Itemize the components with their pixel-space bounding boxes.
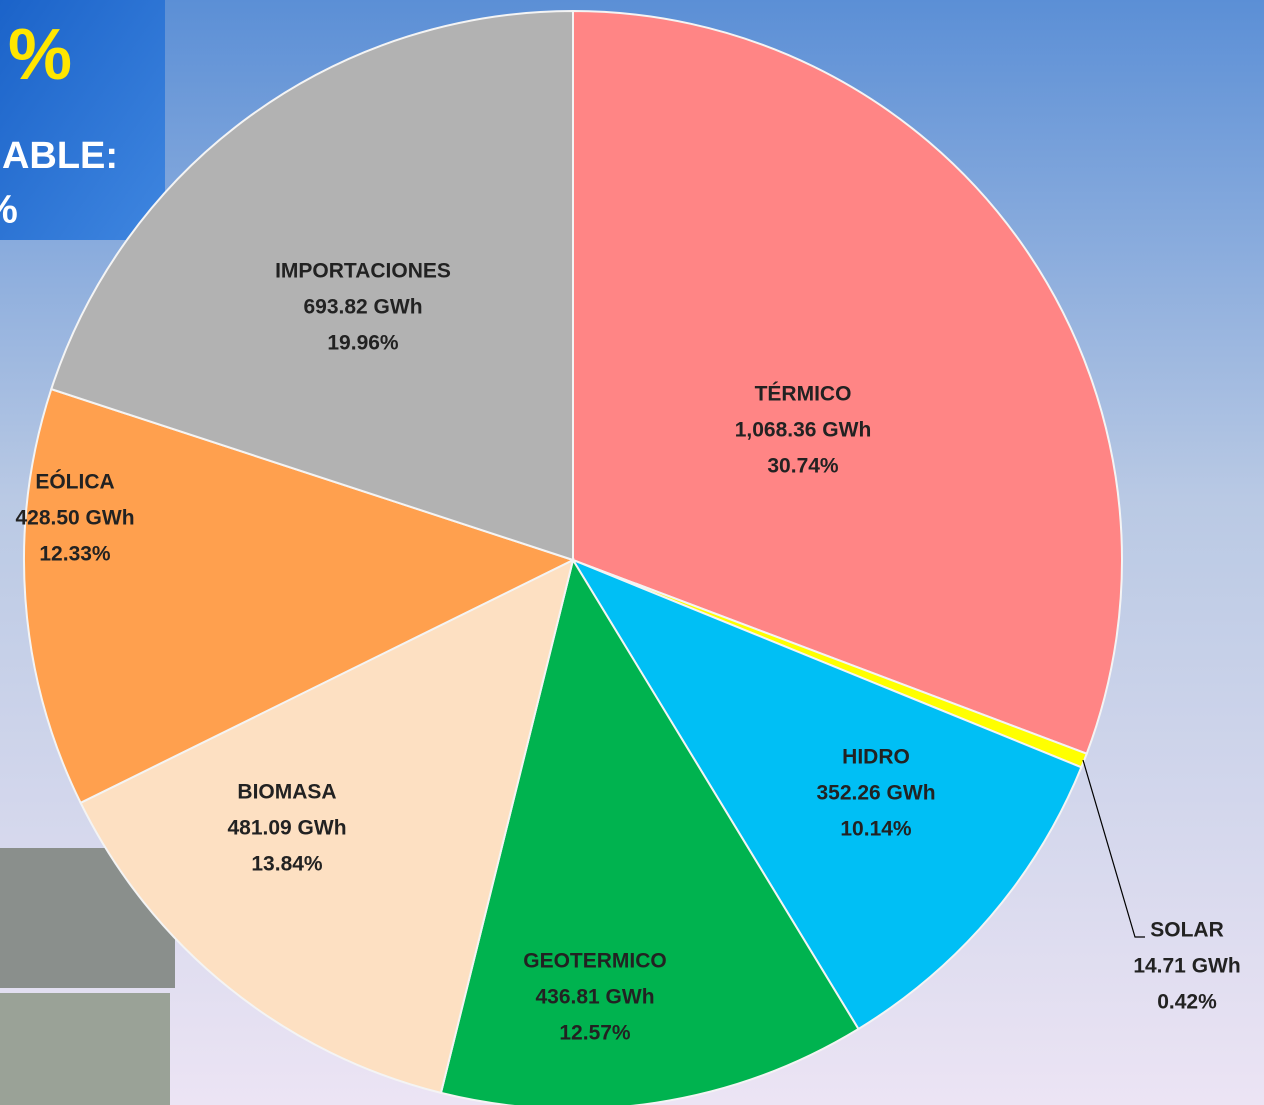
slice — [439, 557, 860, 1105]
value-label: 352.26 GWh — [816, 782, 935, 805]
value-label: 693.82 GWh — [303, 296, 422, 319]
headline-text: ABLE: — [2, 135, 118, 177]
headline-text: % — [8, 15, 72, 95]
pie — [23, 9, 1123, 1105]
slice — [79, 558, 575, 1095]
percent-label: 0.42% — [1157, 991, 1217, 1014]
percent-label: 19.96% — [327, 332, 399, 355]
value-label: 14.71 GWh — [1133, 955, 1240, 978]
slice-label: HIDRO — [842, 746, 910, 769]
slice-label: IMPORTACIONES — [275, 260, 451, 283]
percent-label: 13.84% — [251, 853, 323, 876]
headline-box — [0, 0, 165, 240]
value-label: 428.50 GWh — [15, 507, 134, 530]
slice-label: EÓLICA — [35, 470, 114, 494]
slice — [570, 557, 1083, 1031]
slice-label: BIOMASA — [237, 781, 336, 804]
percent-label: 10.14% — [840, 818, 912, 841]
labels: TÉRMICO 1,068.36 GWh 30.74% SOLAR 14.71 GWh 0… — [15, 260, 1240, 1045]
value-label: 436.81 GWh — [535, 986, 654, 1009]
headline-text: % — [0, 188, 18, 232]
slice — [50, 9, 574, 562]
slice — [23, 387, 576, 805]
value-label: 481.09 GWh — [227, 817, 346, 840]
slice-label: TÉRMICO — [755, 383, 852, 406]
percent-label: 12.33% — [39, 543, 111, 566]
percent-label: 30.74% — [767, 455, 839, 478]
slice — [572, 9, 1123, 756]
leader-line — [1082, 759, 1145, 938]
percent-label: 12.57% — [559, 1022, 631, 1045]
slice-label: SOLAR — [1150, 919, 1224, 942]
value-label: 1,068.36 GWh — [735, 419, 872, 442]
photo — [0, 993, 170, 1105]
slice-label: GEOTERMICO — [523, 950, 667, 973]
